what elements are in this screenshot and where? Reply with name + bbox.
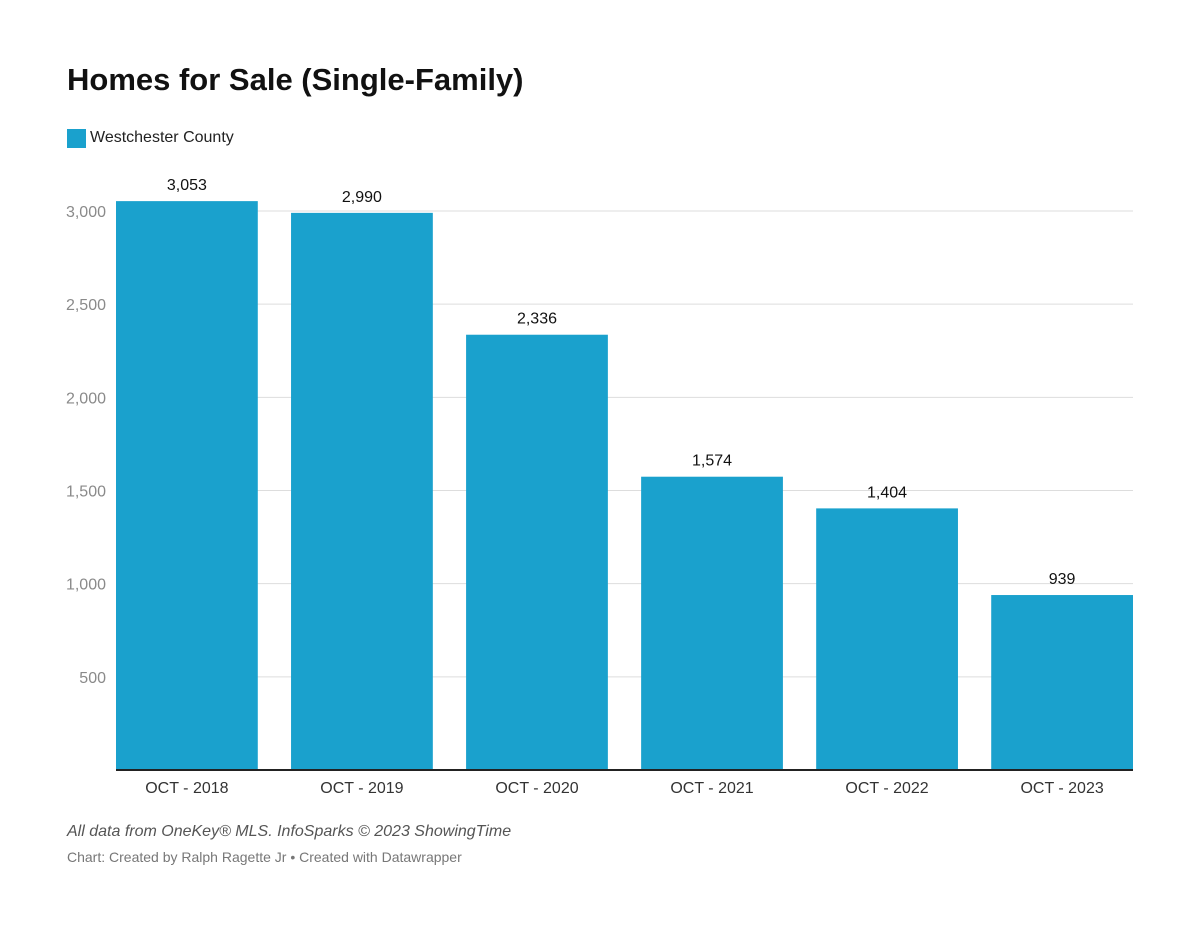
chart-title: Homes for Sale (Single-Family) [67, 62, 524, 97]
data-label: 2,990 [342, 189, 382, 206]
y-tick-label: 1,500 [66, 484, 106, 501]
x-tick-label: OCT - 2021 [670, 780, 753, 797]
bars [116, 201, 1133, 770]
data-label: 1,404 [867, 484, 907, 501]
data-label: 939 [1049, 571, 1076, 588]
credit-note: Chart: Created by Ralph Ragette Jr • Cre… [67, 849, 462, 865]
y-tick-label: 2,500 [66, 297, 106, 314]
y-tick-label: 1,000 [66, 577, 106, 594]
data-label: 1,574 [692, 453, 732, 470]
x-tick-label: OCT - 2023 [1020, 780, 1103, 797]
legend-swatch [67, 128, 86, 148]
data-label: 2,336 [517, 311, 557, 328]
bar [116, 201, 258, 770]
bar [641, 476, 783, 770]
bar [466, 334, 608, 770]
y-tick-label: 500 [79, 670, 106, 687]
x-tick-label: OCT - 2018 [145, 780, 228, 797]
data-labels: 3,053 2,990 2,336 1,574 1,404 939 [167, 177, 1076, 588]
bar [816, 508, 958, 770]
x-tick-label: OCT - 2022 [845, 780, 928, 797]
x-tick-label: OCT - 2019 [320, 780, 403, 797]
x-axis-ticks: OCT - 2018 OCT - 2019 OCT - 2020 OCT - 2021… [145, 780, 1104, 797]
bar [991, 595, 1133, 770]
gridlines [116, 210, 1133, 678]
source-note: All data from OneKey® MLS. InfoSparks © … [67, 823, 512, 840]
legend: Westchester County [67, 127, 234, 149]
y-tick-label: 3,000 [66, 204, 106, 221]
y-tick-label: 2,000 [66, 390, 106, 407]
legend-label: Westchester County [90, 129, 234, 146]
x-tick-label: OCT - 2020 [495, 780, 578, 797]
bar [291, 212, 433, 770]
y-axis-ticks: 500 1,000 1,500 2,000 2,500 3,000 [66, 204, 106, 687]
data-label: 3,053 [167, 177, 207, 194]
